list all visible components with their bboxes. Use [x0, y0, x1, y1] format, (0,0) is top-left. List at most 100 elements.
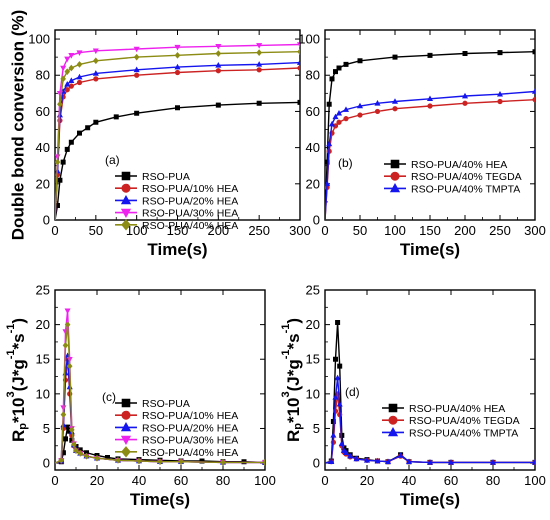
data-point: [215, 62, 222, 68]
panel-label: (a): [105, 153, 120, 167]
data-point: [133, 53, 140, 61]
data-point: [68, 426, 75, 434]
y-tick-label: 0: [43, 456, 50, 471]
data-point: [57, 100, 63, 108]
data-point: [374, 457, 381, 464]
data-point: [133, 46, 140, 53]
data-point: [397, 452, 404, 458]
y-tick-label: 25: [36, 283, 50, 298]
data-point: [336, 65, 342, 71]
legend-marker: [121, 183, 131, 193]
x-tick-label: 100: [384, 223, 406, 238]
legend-item: RSO-PUA/30% HEA: [115, 208, 238, 220]
data-point: [215, 68, 221, 74]
x-tick-label: 150: [167, 223, 189, 238]
y-tick-label: 40: [36, 140, 50, 155]
data-point: [297, 48, 300, 56]
data-point: [497, 98, 503, 105]
data-point: [220, 459, 226, 466]
data-point: [215, 102, 221, 108]
data-point: [256, 49, 262, 56]
data-point: [328, 458, 335, 464]
data-layer: [325, 320, 535, 465]
legend-label: RSO-PUA/40% TEGDA: [409, 415, 520, 427]
y-tick-label: 100: [298, 32, 320, 47]
data-point: [391, 98, 399, 104]
legend-label: RSO-PUA/10% HEA: [142, 410, 238, 422]
data-point: [337, 363, 343, 369]
data-point: [335, 320, 341, 326]
data-point: [532, 49, 535, 55]
data-point: [426, 459, 434, 465]
x-tick-label: 80: [216, 473, 230, 488]
data-point: [356, 102, 364, 109]
x-axis-title: Time(s): [400, 490, 460, 509]
series-line-2: [325, 90, 535, 220]
x-tick-label: 100: [126, 223, 148, 238]
data-layer: [325, 49, 535, 220]
data-point: [174, 69, 181, 76]
legend-item: RSO-PUA/30% HEA: [115, 435, 238, 447]
data-point: [136, 457, 142, 465]
x-tick-label: 250: [248, 223, 270, 238]
x-tick-label: 200: [207, 223, 229, 238]
data-point: [462, 100, 468, 106]
legend-label: RSO-PUA/40% TMPTA: [409, 427, 518, 439]
y-tick-label: 60: [306, 104, 320, 119]
data-point: [531, 88, 535, 94]
svg-text:Rp*103(J*g-1*s-1): Rp*103(J*g-1*s-1): [5, 318, 29, 442]
series-line-2: [325, 377, 535, 464]
data-point: [496, 90, 504, 97]
data-point: [363, 457, 371, 463]
data-point: [215, 44, 222, 50]
legend-marker: [120, 435, 132, 446]
data-point: [68, 53, 75, 59]
data-point: [334, 374, 341, 381]
legend-item: RSO-PUA/40% HEA: [384, 159, 507, 171]
svg-text:Double bond conversion (%): Double bond conversion (%): [9, 10, 28, 240]
legend-marker: [120, 208, 132, 219]
data-point: [392, 54, 398, 60]
data-point: [374, 108, 381, 115]
data-point: [256, 43, 263, 49]
legend-label: RSO-PUA/40% TEGDA: [411, 171, 522, 183]
panel-label: (b): [338, 156, 353, 170]
data-point: [76, 73, 83, 80]
data-point: [262, 459, 265, 466]
data-point: [174, 44, 181, 51]
data-point: [328, 120, 336, 127]
x-tick-label: 150: [419, 223, 441, 238]
legend-label: RSO-PUA: [142, 398, 190, 410]
x-tick-label: 20: [90, 473, 104, 488]
data-point: [405, 458, 413, 464]
legend-item: RSO-PUA/10% HEA: [115, 410, 238, 422]
legend-marker: [121, 219, 131, 231]
legend-label: RSO-PUA/20% HEA: [142, 195, 238, 207]
x-tick-label: 60: [444, 473, 458, 488]
data-point: [342, 106, 350, 112]
legend-marker: [121, 171, 131, 181]
data-point: [93, 119, 99, 125]
legend-item: RSO-PUA/40% TMPTA: [382, 426, 518, 439]
data-point: [392, 106, 398, 112]
legend-label: RSO-PUA/10% HEA: [142, 183, 238, 195]
plot-frame: [324, 289, 536, 471]
data-point: [427, 103, 433, 109]
legend-item: RSO-PUA/40% HEA: [115, 219, 238, 232]
data-point: [93, 76, 99, 82]
data-point: [256, 67, 262, 73]
data-point: [64, 146, 70, 152]
legend-item: RSO-PUA/40% HEA: [382, 403, 505, 415]
data-point: [76, 50, 83, 56]
legend-marker: [121, 410, 131, 420]
y-tick-label: 80: [36, 68, 50, 83]
data-point: [347, 452, 354, 459]
panel-label: (d): [345, 385, 360, 399]
data-point: [94, 454, 100, 462]
data-point: [342, 449, 350, 455]
data-point: [76, 61, 83, 68]
